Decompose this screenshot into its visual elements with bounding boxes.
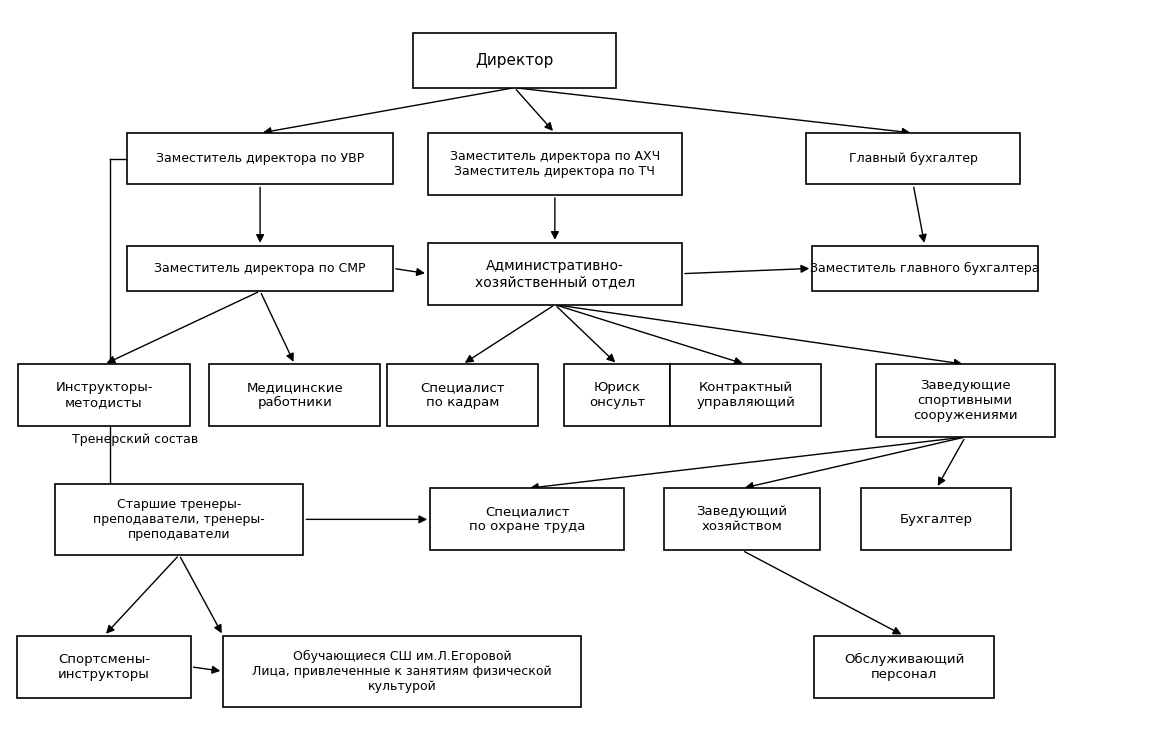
Text: Бухгалтер: Бухгалтер [899,513,973,526]
FancyBboxPatch shape [127,133,393,184]
FancyBboxPatch shape [387,364,538,426]
FancyBboxPatch shape [670,364,821,426]
FancyBboxPatch shape [861,488,1012,550]
Text: Инструкторы-
методисты: Инструкторы- методисты [55,381,153,410]
Text: Контрактный
управляющий: Контрактный управляющий [696,381,795,410]
FancyBboxPatch shape [209,364,380,426]
Text: Спортсмены-
инструкторы: Спортсмены- инструкторы [58,652,150,681]
Text: Юриск
онсульт: Юриск онсульт [590,381,645,410]
FancyBboxPatch shape [428,133,682,195]
FancyBboxPatch shape [814,636,993,698]
Text: Обучающиеся СШ им.Л.Егоровой
Лица, привлеченные к занятиям физической
культурой: Обучающиеся СШ им.Л.Егоровой Лица, привл… [252,650,553,692]
FancyBboxPatch shape [806,133,1020,184]
Text: Заведующие
спортивными
сооружениями: Заведующие спортивными сооружениями [913,380,1017,422]
Text: Заведующий
хозяйством: Заведующий хозяйством [697,505,787,534]
FancyBboxPatch shape [875,364,1054,437]
FancyBboxPatch shape [127,246,393,291]
FancyBboxPatch shape [428,243,682,305]
FancyBboxPatch shape [414,33,615,88]
FancyBboxPatch shape [18,364,190,426]
Text: Заместитель директора по АХЧ
Заместитель директора по ТЧ: Заместитель директора по АХЧ Заместитель… [450,150,660,178]
Text: Административно-
хозяйственный отдел: Административно- хозяйственный отдел [475,259,635,289]
FancyBboxPatch shape [430,488,624,550]
FancyBboxPatch shape [812,246,1037,291]
Text: Главный бухгалтер: Главный бухгалтер [849,152,978,166]
FancyBboxPatch shape [664,488,820,550]
FancyBboxPatch shape [17,636,191,698]
Text: Специалист
по кадрам: Специалист по кадрам [420,381,505,410]
Text: Обслуживающий
персонал: Обслуживающий персонал [844,652,964,681]
Text: Директор: Директор [475,53,554,68]
Text: Заместитель директора по УВР: Заместитель директора по УВР [156,152,364,166]
Text: Тренерский состав: Тренерский состав [72,433,198,447]
Text: Заместитель директора по СМР: Заместитель директора по СМР [155,262,365,275]
FancyBboxPatch shape [223,636,581,707]
FancyBboxPatch shape [54,484,303,555]
FancyBboxPatch shape [564,364,670,426]
Text: Старшие тренеры-
преподаватели, тренеры-
преподаватели: Старшие тренеры- преподаватели, тренеры-… [94,498,265,541]
Text: Специалист
по охране труда: Специалист по охране труда [469,505,585,534]
Text: Медицинские
работники: Медицинские работники [246,381,343,410]
Text: Заместитель главного бухгалтера: Заместитель главного бухгалтера [810,262,1039,275]
